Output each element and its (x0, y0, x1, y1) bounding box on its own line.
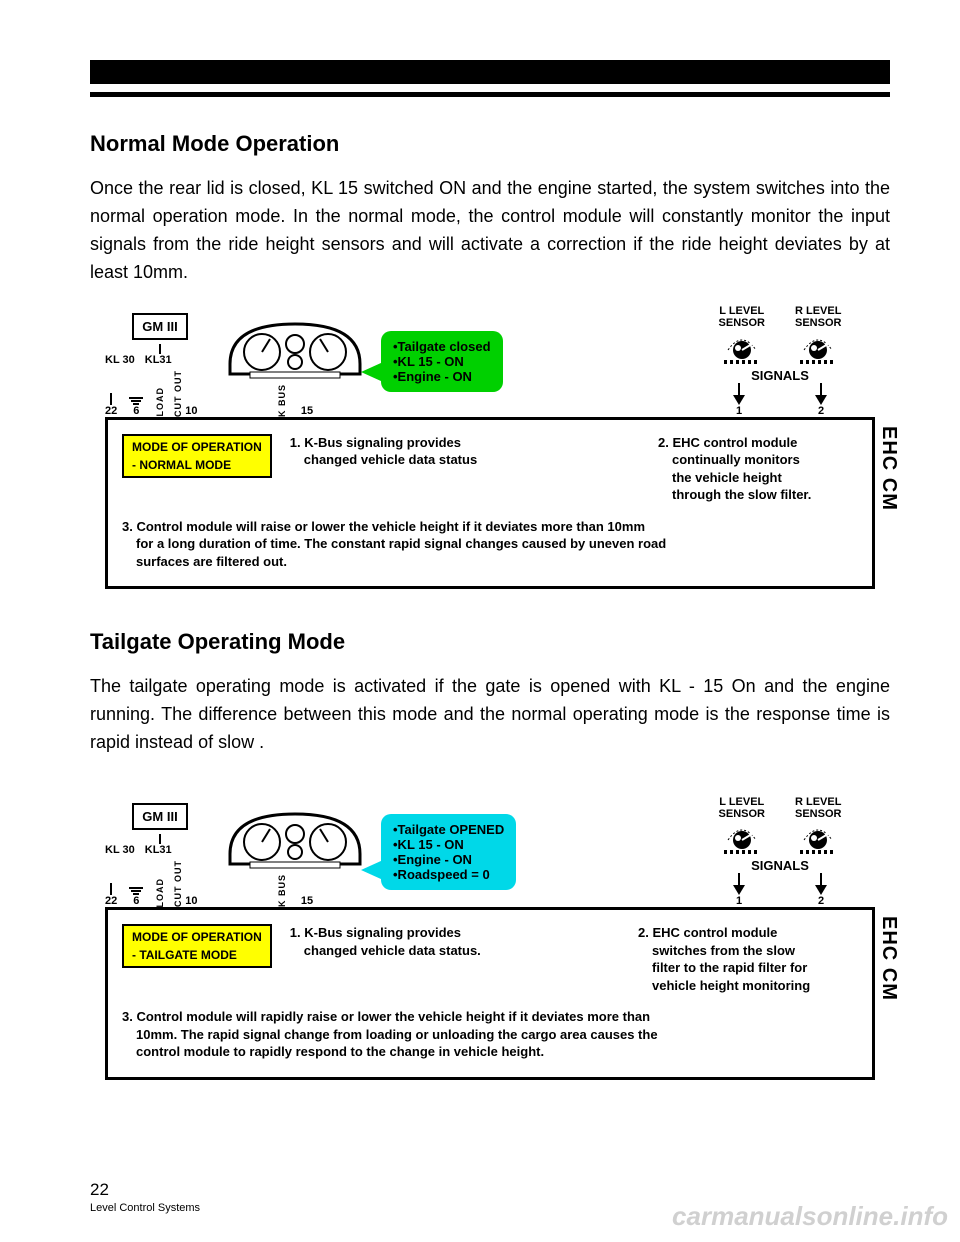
gm-stack: GM III KL 30 KL31 22 6 (105, 313, 215, 417)
page-footer: 22 Level Control Systems (90, 1180, 200, 1214)
pin10: 10 (185, 405, 197, 417)
gm-label: GM III (132, 313, 187, 340)
instrument-cluster-2: K BUS 15 (215, 804, 375, 907)
pin15: 15 (301, 405, 313, 417)
r-sensor-label: R LEVELSENSOR (795, 305, 841, 329)
diagram1: GM III KL 30 KL31 22 6 (90, 307, 890, 590)
l-sensor-label: L LEVELSENSOR (719, 305, 765, 329)
pin22: 22 (105, 405, 117, 417)
callout-normal: •Tailgate closed •KL 15 - ON •Engine - O… (381, 331, 503, 392)
kl31-label: KL31 (145, 354, 172, 366)
load-label: LOAD (155, 387, 165, 417)
level-sensors-2: L LEVELSENSOR R LEVELSENSOR (685, 796, 875, 907)
header-thick-bar (90, 60, 890, 84)
instrument-cluster: K BUS 15 (215, 314, 375, 417)
pin6: 6 (133, 405, 139, 417)
section2-body: The tailgate operating mode is activated… (90, 673, 890, 757)
header-thin-bar (90, 92, 890, 97)
ehc-item2: 2. EHC control module continually monito… (658, 434, 858, 504)
callout-tailgate: •Tailgate OPENED •KL 15 - ON •Engine - O… (381, 814, 516, 890)
page: Normal Mode Operation Once the rear lid … (0, 0, 960, 1242)
section1-body: Once the rear lid is closed, KL 15 switc… (90, 175, 890, 287)
ehc-box-2: EHC CM MODE OF OPERATION - TAILGATE MODE… (105, 907, 875, 1080)
ehc-item1: 1. K-Bus signaling provides changed vehi… (290, 434, 640, 469)
mode-tag-2: MODE OF OPERATION - TAILGATE MODE (122, 924, 272, 968)
signals-label: SIGNALS (751, 368, 809, 383)
page-number: 22 (90, 1180, 200, 1200)
mode-tag-1: MODE OF OPERATION - NORMAL MODE (122, 434, 272, 478)
ehc-item3: 3. Control module will raise or lower th… (122, 518, 858, 571)
gm-stack-2: GM III KL 30 KL31 22 6 (105, 803, 215, 907)
footer-title: Level Control Systems (90, 1202, 200, 1214)
watermark: carmanualsonline.info (672, 1201, 948, 1232)
level-sensors: L LEVELSENSOR R LEVELSENSOR (685, 305, 875, 416)
kbus-label: K BUS (277, 384, 287, 417)
section1-title: Normal Mode Operation (90, 131, 890, 157)
diagram2: GM III KL 30 KL31 22 6 (90, 797, 890, 1080)
cutout-label: CUT OUT (173, 370, 183, 417)
section2-title: Tailgate Operating Mode (90, 629, 890, 655)
kl30-label: KL 30 (105, 354, 135, 366)
ehc-side-label: EHC CM (877, 426, 900, 511)
ehc-box-1: EHC CM MODE OF OPERATION - NORMAL MODE 1… (105, 417, 875, 590)
